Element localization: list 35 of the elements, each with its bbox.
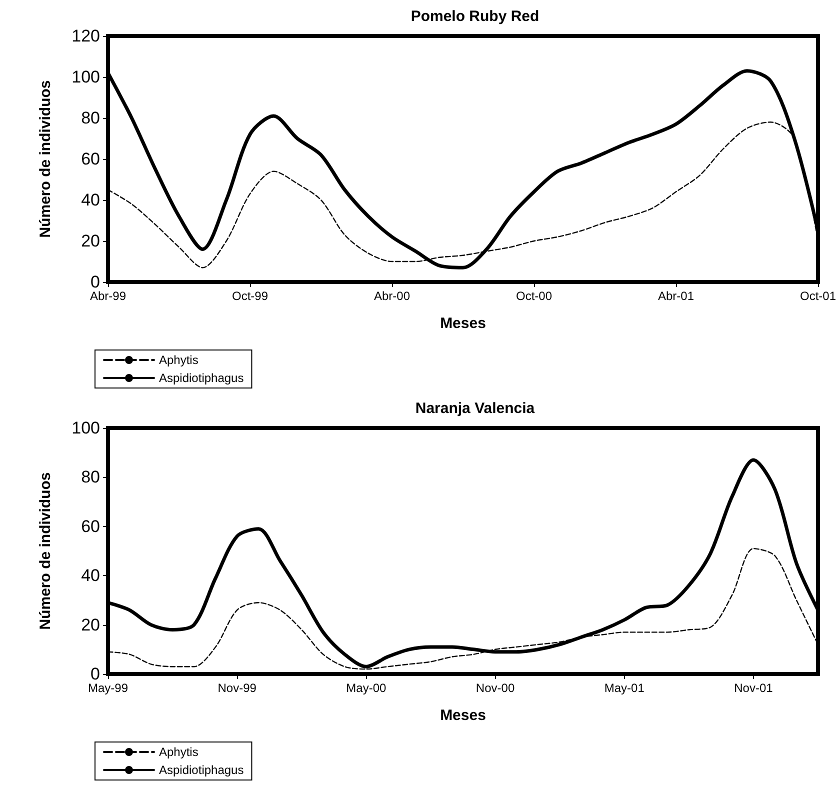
x-axis-title: Meses [440, 707, 486, 724]
x-axis-title: Meses [440, 315, 486, 332]
legend-label: Aspidiotiphagus [159, 371, 244, 385]
y-tick-label: 60 [81, 150, 100, 168]
chart-title: Naranja Valencia [415, 400, 536, 417]
y-axis-title: Número de individuos [37, 472, 54, 630]
x-tick-label: Oct-99 [232, 289, 268, 303]
y-tick-label: 80 [81, 468, 100, 487]
x-tick-label: Oct-00 [516, 289, 552, 303]
x-tick-label: Nov-01 [734, 681, 774, 695]
y-tick-label: 0 [90, 272, 100, 292]
x-tick-label: Nov-99 [218, 681, 257, 695]
y-tick-label: 100 [72, 68, 100, 86]
x-tick-label: Nov-00 [476, 681, 515, 695]
x-tick-label: Abr-99 [90, 289, 126, 303]
legend-label: Aspidiotiphagus [159, 763, 244, 777]
y-tick-label: 80 [81, 108, 100, 128]
x-tick-label: May-99 [88, 681, 128, 695]
y-axis-title: Número de individuos [37, 80, 54, 238]
x-tick-label: Abr-01 [658, 289, 694, 303]
y-tick-label: 120 [72, 26, 100, 46]
y-tick-label: 40 [81, 190, 100, 210]
y-tick-label: 20 [81, 615, 100, 634]
x-tick-label: Abr-00 [374, 289, 410, 303]
chart-title: Pomelo Ruby Red [410, 8, 540, 25]
legend-label: Aphytis [159, 745, 198, 759]
y-tick-label: 40 [81, 566, 100, 586]
y-tick-label: 0 [90, 664, 100, 684]
x-tick-label: May-00 [346, 681, 387, 695]
x-tick-label: May-01 [604, 681, 645, 695]
legend-label: Aphytis [159, 353, 198, 367]
x-tick-label: Oct-01 [800, 289, 836, 303]
y-tick-label: 100 [72, 418, 100, 438]
y-tick-label: 60 [81, 516, 100, 536]
y-tick-label: 20 [81, 232, 100, 250]
